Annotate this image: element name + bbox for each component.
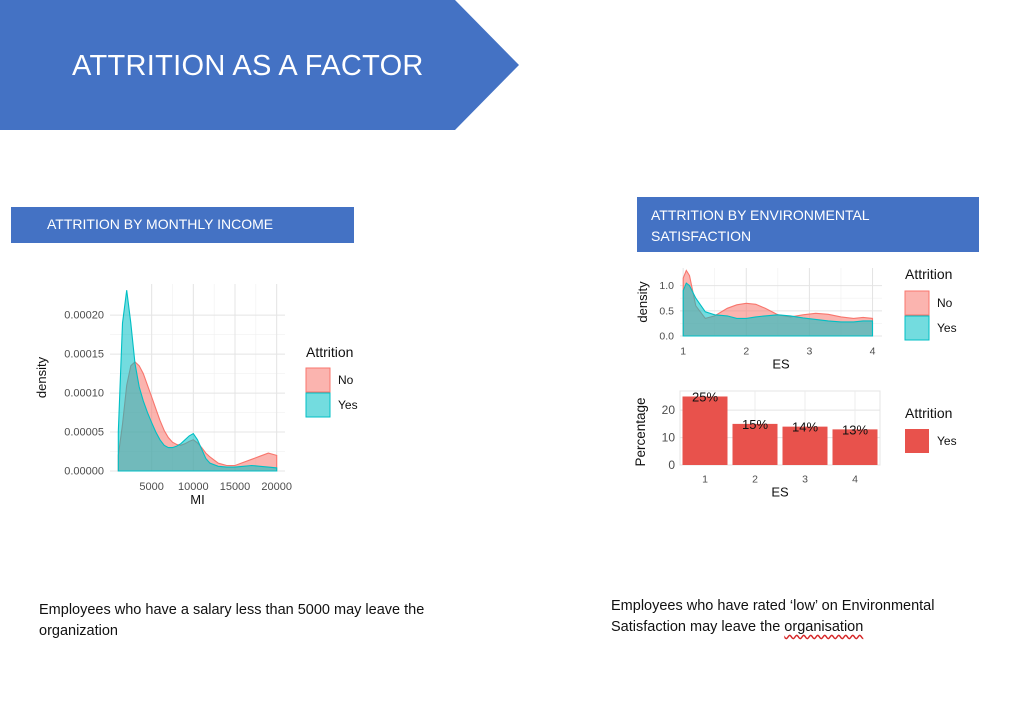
x-tick-label: 2 — [743, 346, 749, 358]
section-header-line: SATISFACTION — [651, 228, 752, 244]
legend-label-no: No — [937, 296, 953, 310]
x-tick-label: 5000 — [139, 481, 163, 493]
y-tick-label: 0 — [668, 458, 675, 472]
y-tick-label: 1.0 — [659, 280, 674, 292]
bar — [682, 396, 728, 465]
legend-key-yes — [905, 429, 929, 453]
bar-data-label: 13% — [842, 422, 868, 437]
section-header-environmental-satisfaction: ATTRITION BY ENVIRONMENTAL SATISFACTION — [637, 197, 979, 252]
bar-data-label: 14% — [792, 420, 818, 435]
y-tick-label: 10 — [662, 431, 676, 445]
legend-title: Attrition — [905, 266, 952, 282]
caption-income: Employees who have a salary less than 50… — [39, 602, 425, 639]
y-tick-label: 20 — [662, 403, 676, 417]
section-header-label: ATTRITION BY MONTHLY INCOME — [47, 216, 274, 232]
legend-label-yes: Yes — [937, 321, 957, 335]
density-area-yes — [682, 282, 874, 337]
legend-key-no — [904, 290, 930, 316]
y-axis-label: density — [635, 281, 650, 323]
legend-label-no: No — [338, 373, 354, 387]
y-axis-label: Percentage — [633, 397, 648, 466]
bar — [732, 423, 778, 465]
x-tick-label: 2 — [752, 474, 758, 486]
y-tick-label: 0.00015 — [64, 349, 104, 361]
caption-text: Employees who have rated ‘low’ on Enviro… — [611, 598, 935, 635]
x-tick-label: 1 — [702, 474, 708, 486]
bar-data-label: 15% — [742, 417, 768, 432]
y-tick-label: 0.0 — [659, 331, 674, 343]
section-header-monthly-income: ATTRITION BY MONTHLY INCOME — [11, 207, 354, 243]
x-tick-label: 15000 — [220, 481, 251, 493]
x-axis-label: MI — [190, 492, 204, 507]
legend-label-yes: Yes — [338, 398, 358, 412]
section-header-line: ATTRITION BY ENVIRONMENTAL — [651, 207, 870, 223]
x-tick-label: 20000 — [261, 481, 292, 493]
x-tick-label: 10000 — [178, 481, 209, 493]
x-axis-label: ES — [772, 357, 790, 372]
banner-shape — [0, 0, 519, 130]
legend-key-yes — [904, 315, 930, 341]
x-tick-label: 3 — [802, 474, 808, 486]
legend-key-no — [305, 367, 331, 393]
x-tick-label: 3 — [806, 346, 812, 358]
spellcheck-flagged-word: organisation — [784, 619, 864, 635]
x-axis-label: ES — [771, 485, 789, 500]
y-axis-label: density — [34, 356, 49, 398]
legend-key-yes — [305, 392, 331, 418]
slide-title: ATTRITION AS A FACTOR — [72, 50, 424, 82]
caption-environmental-satisfaction: Employees who have rated ‘low’ on Enviro… — [611, 596, 991, 638]
legend-label-yes: Yes — [937, 434, 957, 448]
y-tick-label: 0.00020 — [64, 310, 104, 322]
density-area-yes — [117, 290, 278, 472]
title-banner — [0, 0, 519, 130]
bar — [782, 426, 828, 465]
x-tick-label: 4 — [870, 346, 876, 358]
x-tick-label: 1 — [680, 346, 686, 358]
y-tick-label: 0.00000 — [64, 466, 104, 478]
y-tick-label: 0.5 — [659, 305, 674, 317]
y-tick-label: 0.00010 — [64, 388, 104, 400]
legend-title: Attrition — [306, 344, 353, 360]
legend-title: Attrition — [905, 405, 952, 421]
bar — [832, 429, 878, 465]
x-tick-label: 4 — [852, 474, 858, 486]
y-tick-label: 0.00005 — [64, 427, 104, 439]
bar-data-label: 25% — [692, 389, 718, 404]
